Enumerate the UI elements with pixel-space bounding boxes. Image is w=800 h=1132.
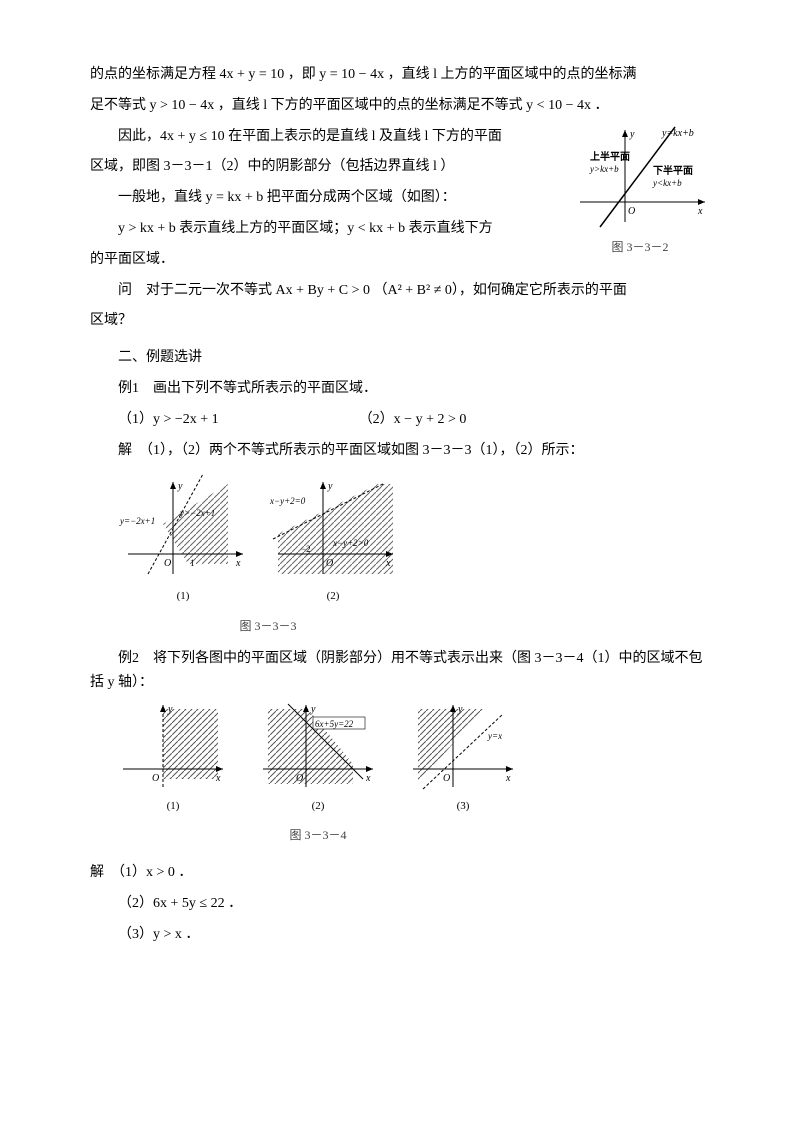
fig-333-1-sub: (1) (118, 584, 248, 608)
svg-text:x: x (365, 773, 371, 784)
figure-3-3-3: y=−2x+1 y>−2x+1 O 1 x y (1) x−y+2=0 −2 x… (118, 474, 710, 608)
svg-text:y: y (457, 704, 463, 715)
figure-3-3-4-1: O x y (1) (118, 699, 228, 818)
section-2-title: 二、例题选讲 (90, 343, 710, 374)
figure-3-3-4: O x y (1) 6x+5y=22 O x y (2) (118, 699, 710, 818)
example-1-item-1: （1）y > −2x + 1 (118, 405, 219, 436)
paragraph-1b: 足不等式 y > 10 − 4x ，直线 l 下方的平面区域中的点的坐标满足不等… (90, 91, 710, 122)
svg-text:O: O (326, 558, 333, 569)
fig332-origin: O (628, 206, 635, 217)
solution-2: （2）6x + 5y ≤ 22 ． (90, 889, 710, 920)
svg-text:6x+5y=22: 6x+5y=22 (315, 719, 354, 729)
figure-3-3-4-caption: 图 3－3－4 (138, 822, 498, 848)
svg-text:y: y (167, 704, 173, 715)
figure-3-3-3-caption: 图 3－3－3 (138, 613, 398, 639)
fig332-lower: 下半平面 (653, 164, 693, 177)
solution-line-1: 解 （1）x > 0 ． (90, 858, 710, 889)
paragraph-7: 问 对于二元一次不等式 Ax + By + C > 0 （A² + B² ≠ 0… (90, 276, 710, 307)
paragraph-8: 区域？ (90, 306, 710, 337)
solution-3: （3）y > x ． (90, 920, 710, 951)
svg-text:O: O (296, 773, 303, 784)
figure-3-3-2-caption: 图 3－3－2 (570, 234, 710, 260)
figure-3-3-4-2: 6x+5y=22 O x y (2) (258, 699, 378, 818)
figure-3-3-2-svg: y=kx+b 上半平面 y>kx+b 下半平面 y<kx+b O x y (570, 122, 710, 232)
svg-text:y>−2x+1: y>−2x+1 (179, 508, 215, 518)
fig-334-3-sub: (3) (408, 794, 518, 818)
fig332-upper-eq: y>kx+b (589, 164, 619, 174)
fig-333-2-sub: (2) (268, 584, 398, 608)
svg-text:1: 1 (190, 558, 195, 568)
svg-text:O: O (443, 773, 450, 784)
paragraph-1a: 的点的坐标满足方程 4x + y = 10 ，即 y = 10 − 4x ，直线… (90, 60, 710, 91)
svg-text:y: y (327, 481, 333, 492)
svg-text:x: x (385, 558, 391, 569)
example-1-title: 例1 画出下列不等式所表示的平面区域． (90, 374, 710, 405)
svg-text:O: O (152, 773, 159, 784)
svg-text:y: y (177, 481, 183, 492)
solution-label: 解 (90, 865, 104, 880)
solution-1: （1）x > 0 ． (118, 865, 192, 880)
fig332-y: y (629, 129, 635, 140)
svg-text:x−y+2>0: x−y+2>0 (332, 538, 369, 548)
svg-text:y=−2x+1: y=−2x+1 (119, 516, 155, 526)
svg-text:−2: −2 (301, 544, 311, 554)
figure-3-3-3-2: x−y+2=0 −2 x−y+2>0 O x y (2) (268, 474, 398, 608)
svg-text:x: x (215, 773, 221, 784)
svg-text:x−y+2=0: x−y+2=0 (269, 496, 306, 506)
example-2-title: 例2 将下列各图中的平面区域（阴影部分）用不等式表示出来（图 3－3－4（1）中… (90, 647, 710, 695)
figure-3-3-2: y=kx+b 上半平面 y>kx+b 下半平面 y<kx+b O x y 图 3… (570, 122, 710, 260)
example-1-solution: 解 （1），（2）两个不等式所表示的平面区域如图 3－3－3（1），（2）所示： (90, 436, 710, 467)
fig332-line-label: y=kx+b (661, 128, 694, 139)
figure-3-3-4-3: y=x O x y (3) (408, 699, 518, 818)
svg-text:x: x (235, 558, 241, 569)
svg-text:y=x: y=x (487, 731, 502, 741)
svg-text:x: x (505, 773, 511, 784)
fig-334-1-sub: (1) (118, 794, 228, 818)
fig332-lower-eq: y<kx+b (652, 178, 682, 188)
fig332-upper: 上半平面 (590, 150, 630, 163)
example-1-item-2: （2）x − y + 2 > 0 (359, 405, 467, 436)
example-1-items: （1）y > −2x + 1 （2）x − y + 2 > 0 (118, 405, 710, 436)
svg-text:y: y (310, 704, 316, 715)
fig-334-2-sub: (2) (258, 794, 378, 818)
fig332-x: x (697, 206, 703, 217)
figure-3-3-3-1: y=−2x+1 y>−2x+1 O 1 x y (1) (118, 474, 248, 608)
svg-text:O: O (164, 558, 171, 569)
